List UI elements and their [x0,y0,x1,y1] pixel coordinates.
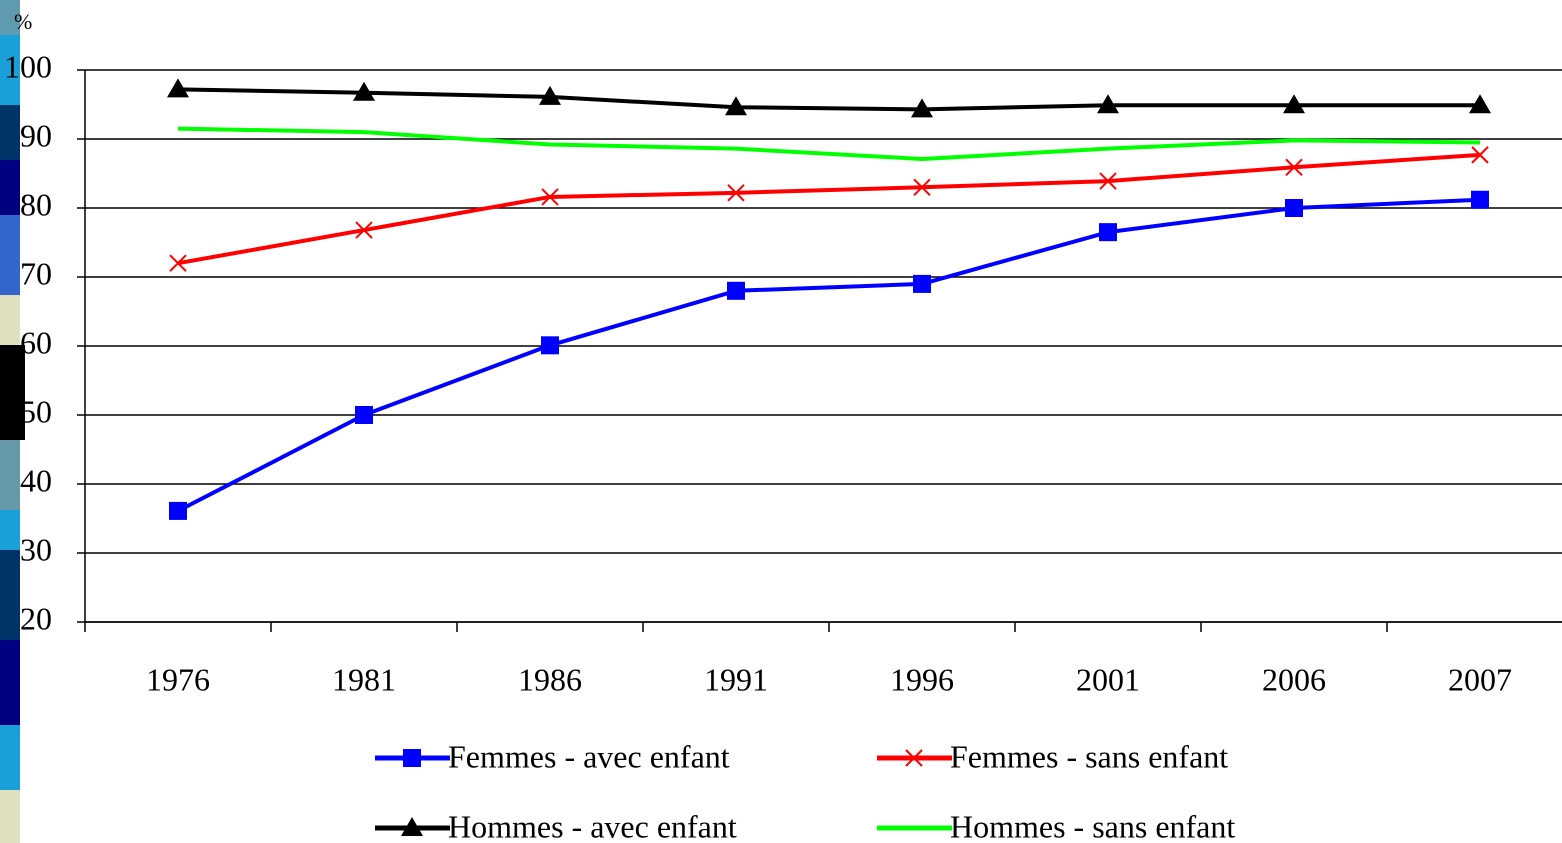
data-point [167,78,189,98]
data-point [1099,223,1117,242]
data-point [1283,94,1305,114]
legend-item: Femmes - avec enfant [375,738,730,774]
data-point [169,501,187,520]
data-point [1285,158,1303,176]
series-line [177,126,1481,162]
data-point [727,281,745,300]
y-tick-label: 60 [20,324,52,360]
side-strip [0,0,25,843]
data-point [1469,94,1491,114]
data-point [1471,190,1489,209]
data-point [1471,146,1489,164]
legend-marker [403,749,421,767]
data-point [539,85,561,105]
legend-item: Hommes - avec enfant [375,808,737,843]
series-line [177,152,1481,266]
data-point [355,221,373,239]
data-point [913,274,931,293]
x-tick-label: 1996 [890,661,954,697]
legend-label: Hommes - sans enfant [950,808,1235,843]
y-tick-label: 100 [4,48,52,84]
y-tick-label: 70 [20,255,52,291]
data-point [541,188,559,206]
y-tick-label: 40 [20,462,52,498]
legend-label: Femmes - avec enfant [448,738,730,774]
data-point [1097,94,1119,114]
data-point [725,96,747,116]
data-point [911,98,933,118]
data-point [353,81,375,101]
data-point [169,254,187,272]
x-tick-label: 1976 [146,661,210,697]
y-tick-label: 30 [20,531,52,567]
x-tick-label: 2007 [1448,661,1512,697]
y-tick-label: 90 [20,117,52,153]
series-line [177,197,1481,513]
data-point [1099,172,1117,190]
data-point [727,184,745,202]
legend-label: Femmes - sans enfant [950,738,1228,774]
legend-marker [401,817,423,836]
y-tick-label: 80 [20,186,52,222]
legend-item: Hommes - sans enfant [877,808,1235,843]
legend-label: Hommes - avec enfant [448,808,737,843]
legend-marker [905,749,923,767]
series-line [177,87,1480,112]
x-tick-label: 1986 [518,661,582,697]
x-tick-label: 1981 [332,661,396,697]
x-tick-label: 2006 [1262,661,1326,697]
y-tick-label: 20 [20,600,52,636]
data-point [541,336,559,355]
legend-item: Femmes - sans enfant [877,738,1228,774]
data-point [1285,199,1303,217]
y-tick-label: 50 [20,393,52,429]
x-tick-label: 2001 [1076,661,1140,697]
data-point [913,178,931,197]
y-axis-label: % [14,9,32,34]
data-point [355,406,373,424]
x-tick-label: 1991 [704,661,768,697]
